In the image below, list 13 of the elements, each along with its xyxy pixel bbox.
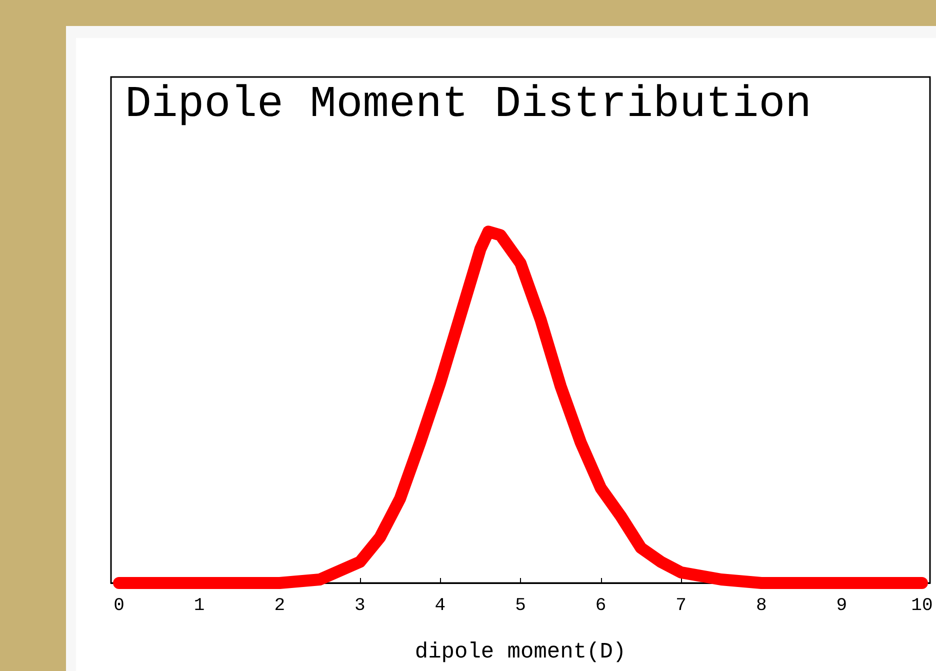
x-tick-label: 5: [515, 596, 526, 616]
x-tick-label: 10: [911, 596, 933, 616]
x-tick-label: 7: [676, 596, 686, 616]
x-tick-label: 3: [354, 596, 366, 616]
x-tick-label: 0: [114, 596, 124, 616]
chart-title: Dipole Moment Distribution: [125, 80, 812, 130]
x-axis-title: dipole moment(D): [414, 640, 626, 664]
x-tick-label: 6: [595, 596, 606, 616]
x-tick-label: 2: [274, 596, 286, 616]
x-tick-label: 4: [434, 596, 446, 616]
x-tick-label: 1: [194, 596, 205, 616]
x-tick-label: 8: [756, 596, 767, 616]
x-tick-label: 9: [836, 596, 848, 616]
